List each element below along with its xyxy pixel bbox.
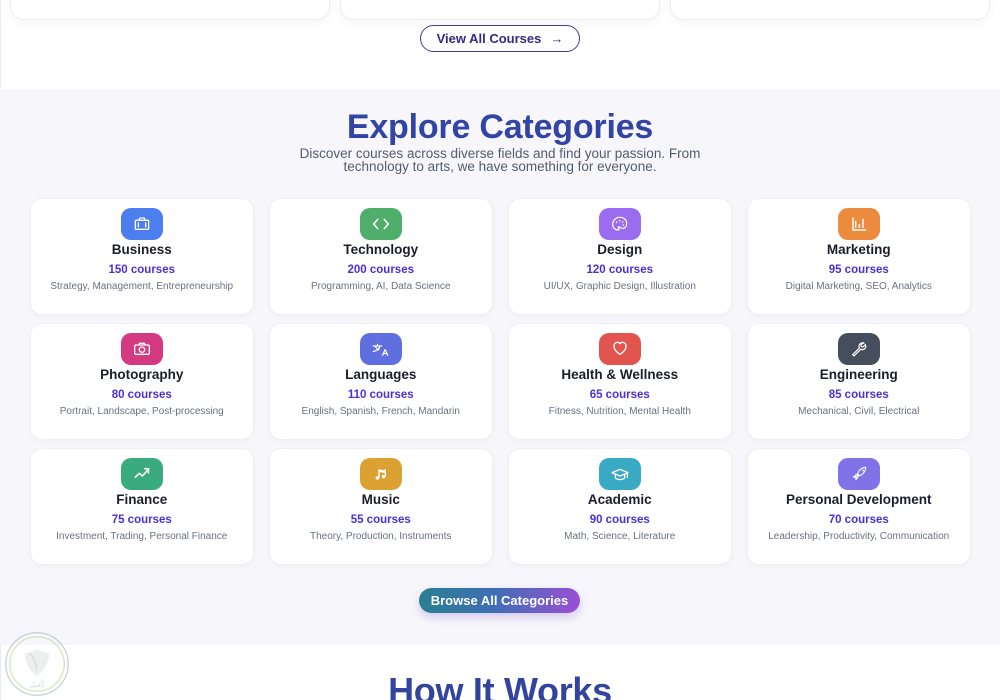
- svg-text:كُفيل: كُفيل: [29, 679, 45, 689]
